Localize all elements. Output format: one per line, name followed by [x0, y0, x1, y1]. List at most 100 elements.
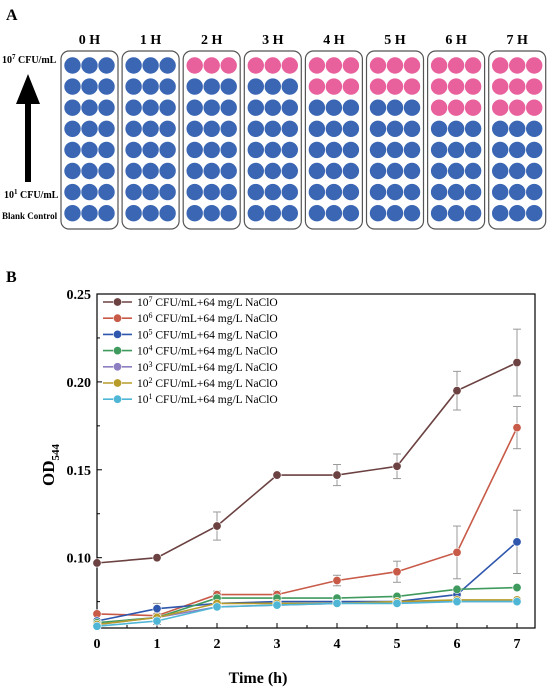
well-negative [325, 99, 343, 116]
well-negative [142, 205, 159, 222]
x-tick-label: 2 [214, 637, 221, 652]
well-plate [182, 50, 241, 230]
panel-b-letter: B [6, 269, 17, 286]
hour-label: 2 H [201, 33, 223, 48]
series-line [96, 600, 517, 627]
chart-axes: 0 1 2 3 4 5 6 7 0.10 0.15 0.20 0.25 [67, 288, 536, 652]
well-positive [325, 78, 343, 95]
well-negative [430, 120, 448, 137]
well-negative [98, 141, 115, 159]
well-negative [186, 120, 203, 137]
hour-label: 1 H [140, 33, 162, 48]
y-axis-label: OD544 [39, 444, 62, 487]
well-positive [430, 57, 448, 74]
well-negative [142, 99, 159, 116]
legend-swatch-marker [113, 346, 123, 356]
legend-item: 107 CFU/mL+64 mg/L NaClO [103, 295, 278, 309]
data-point [152, 616, 162, 626]
well-negative [125, 141, 142, 159]
well-negative [526, 120, 543, 137]
well-negative [247, 141, 264, 159]
well-negative [125, 120, 142, 137]
well-negative [325, 162, 343, 180]
well-negative [308, 99, 326, 116]
well-negative [281, 120, 298, 137]
well-negative [509, 205, 526, 222]
well-negative [220, 78, 237, 95]
data-point [512, 597, 522, 607]
series-6 [92, 406, 522, 621]
well-negative [81, 99, 98, 116]
well-negative [142, 162, 159, 180]
x-tick-label: 6 [454, 637, 461, 652]
legend-swatch-marker [113, 378, 123, 388]
well-positive [526, 78, 543, 95]
well-negative [247, 162, 264, 180]
well-negative [98, 120, 115, 137]
well-negative [98, 78, 115, 95]
legend-label: 103 CFU/mL+64 mg/L NaClO [137, 360, 278, 374]
well-negative [430, 162, 448, 180]
well-negative [509, 183, 526, 201]
legend-swatch-marker [113, 297, 123, 307]
data-point [452, 386, 462, 396]
well-negative [81, 57, 98, 74]
plot-frame [96, 293, 536, 629]
well-negative [203, 205, 220, 222]
well-negative [403, 183, 421, 201]
well-negative [325, 141, 343, 159]
well-negative [247, 183, 264, 201]
well-negative [125, 205, 142, 222]
well-positive [492, 99, 509, 116]
well-negative [492, 205, 509, 222]
well-negative [342, 99, 360, 116]
data-point [152, 604, 162, 614]
data-point [212, 602, 222, 612]
well-positive [464, 78, 482, 95]
well-negative [64, 162, 81, 180]
well-negative [159, 57, 176, 74]
well-positive [342, 78, 360, 95]
well-negative [281, 205, 298, 222]
well-negative [342, 120, 360, 137]
chart-legend: 107 CFU/mL+64 mg/L NaClO 106 CFU/mL+64 mg… [103, 295, 278, 406]
legend-label: 104 CFU/mL+64 mg/L NaClO [137, 344, 278, 358]
well-negative [526, 141, 543, 159]
series-line [96, 599, 517, 626]
well-negative [386, 99, 404, 116]
well-negative [125, 78, 142, 95]
well-negative [81, 78, 98, 95]
well-negative [430, 183, 448, 201]
well-negative [369, 183, 387, 201]
well-positive [509, 57, 526, 74]
well-positive [325, 57, 343, 74]
well-negative [264, 205, 281, 222]
well-plate [304, 50, 363, 230]
well-negative [98, 183, 115, 201]
well-negative [186, 162, 203, 180]
well-negative [492, 162, 509, 180]
well-negative [220, 99, 237, 116]
well-negative [464, 183, 482, 201]
well-negative [159, 120, 176, 137]
well-negative [186, 78, 203, 95]
concentration-arrow-head [16, 74, 40, 104]
data-point [272, 470, 282, 480]
y-tick-label: 0.25 [67, 288, 92, 303]
well-negative [64, 205, 81, 222]
legend-label: 107 CFU/mL+64 mg/L NaClO [137, 295, 278, 309]
well-negative [159, 78, 176, 95]
data-point [332, 576, 342, 586]
well-negative [264, 99, 281, 116]
well-negative [369, 99, 387, 116]
legend-label: 106 CFU/mL+64 mg/L NaClO [137, 311, 278, 325]
well-positive [464, 57, 482, 74]
well-negative [81, 141, 98, 159]
data-point [332, 470, 342, 480]
row-label-blank: Blank Control [2, 211, 58, 221]
legend-label: 105 CFU/mL+64 mg/L NaClO [137, 327, 278, 341]
data-point [92, 558, 102, 568]
well-negative [247, 120, 264, 137]
well-negative [403, 162, 421, 180]
